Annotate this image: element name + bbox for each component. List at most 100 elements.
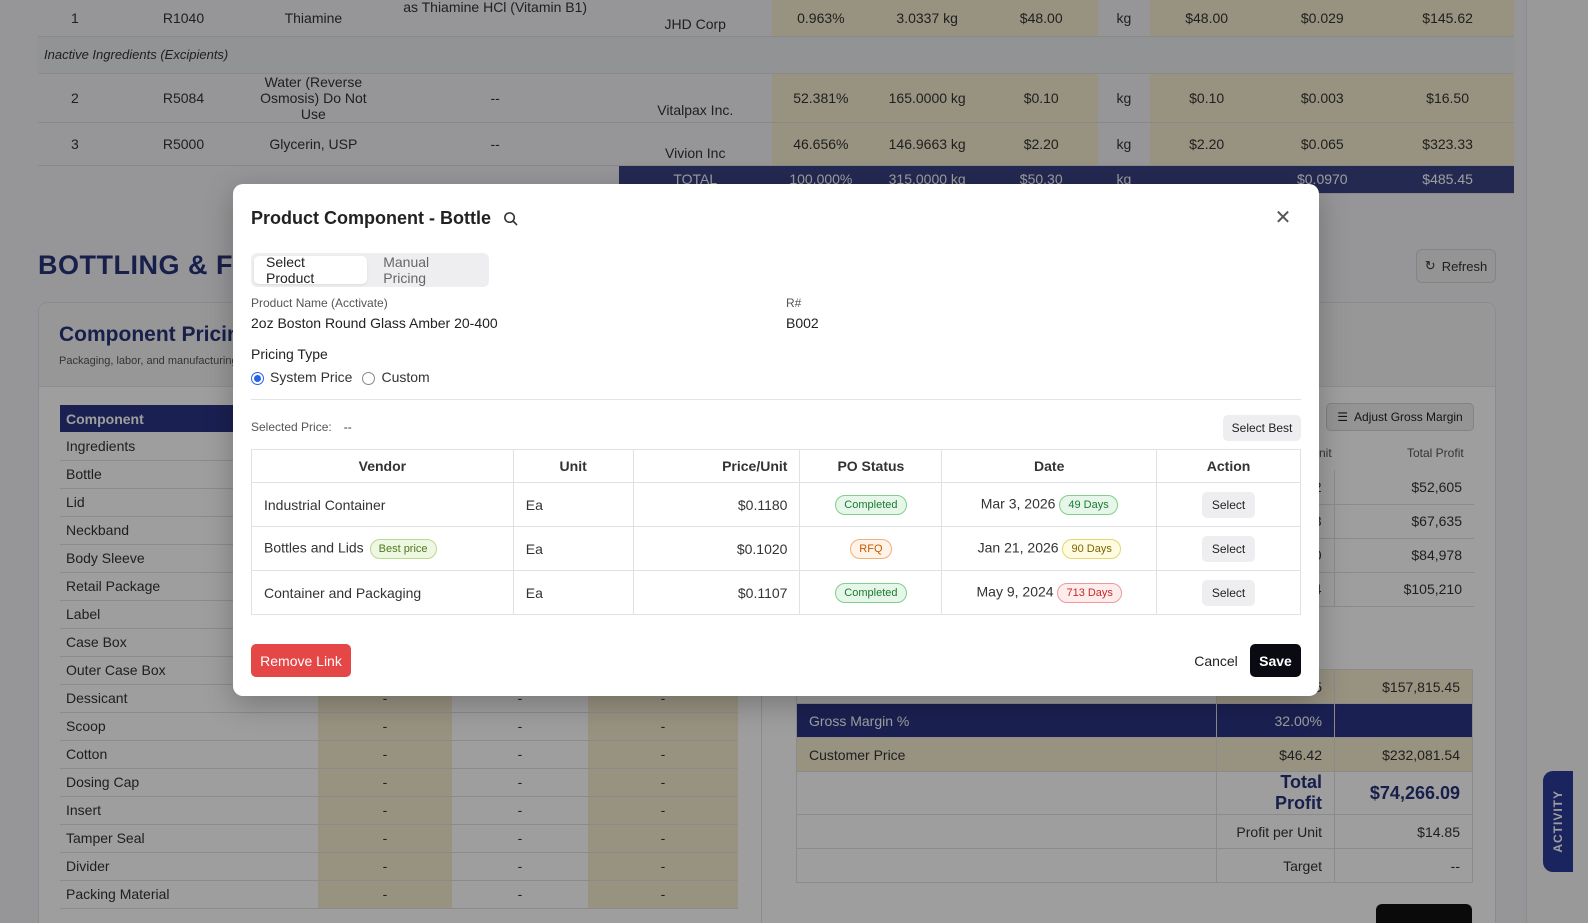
product-component-dialog: Product Component - Bottle ✕ Select Prod… xyxy=(233,184,1319,696)
cell-dash: - xyxy=(318,796,452,825)
remove-link-button[interactable]: Remove Link xyxy=(251,644,351,677)
cell-dash: - xyxy=(318,740,452,769)
cell-desc: -- xyxy=(371,122,619,166)
status-badge: RFQ xyxy=(850,538,892,559)
cell-pct: 46.656% xyxy=(771,122,870,166)
action-cell: Select xyxy=(1156,570,1301,615)
component-row[interactable]: Dosing Cap - - - xyxy=(60,768,738,797)
dialog-title-wrap: Product Component - Bottle xyxy=(251,208,518,229)
select-button[interactable]: Select xyxy=(1202,579,1256,606)
cell-dash: - xyxy=(452,712,588,741)
component-row[interactable]: Tamper Seal - - - xyxy=(60,824,738,853)
cell-unit-price: $2.20 xyxy=(1149,122,1264,166)
cancel-button[interactable]: Cancel xyxy=(1194,652,1238,669)
cell-profit: $84,978 xyxy=(1333,538,1474,573)
pricing-type-label: Pricing Type xyxy=(251,346,328,362)
tab-group: Select Product Manual Pricing xyxy=(251,253,489,287)
section-label: Inactive Ingredients (Excipients) xyxy=(38,36,1514,74)
component-row[interactable]: Scoop - - - xyxy=(60,712,738,741)
col-unit-header: nit xyxy=(1319,446,1332,460)
vendor-table-header: Vendor Unit Price/Unit PO Status Date Ac… xyxy=(251,449,1301,483)
price-cell: $0.1180 xyxy=(632,482,801,527)
adjust-gross-margin-button[interactable]: ☰ Adjust Gross Margin xyxy=(1326,403,1474,431)
cell-qty: 3.0337 kg xyxy=(869,0,985,37)
total-total: $485.45 xyxy=(1381,165,1514,194)
r-number-label: R# xyxy=(786,296,802,310)
activity-tab[interactable]: ACTIVITY xyxy=(1543,771,1573,872)
vendor-name: Bottles and Lids xyxy=(264,539,364,556)
selected-price: Selected Price: -- xyxy=(251,420,352,434)
tab-manual-pricing[interactable]: Manual Pricing xyxy=(383,254,430,286)
cell-vendor: JHD Corp xyxy=(618,0,772,37)
sliders-icon: ☰ xyxy=(1337,410,1349,424)
cell-pct: 52.381% xyxy=(771,73,870,123)
cell-unit: kg xyxy=(1097,122,1150,166)
select-button[interactable]: Select xyxy=(1202,491,1256,518)
cell-num: 1 xyxy=(38,0,112,37)
profit-per-unit-row: Profit per Unit $14.85 xyxy=(796,814,1473,849)
cell-dash: - xyxy=(452,768,588,797)
cell-num: 2 xyxy=(38,73,112,123)
target-row: Target -- xyxy=(796,848,1473,883)
cell-price: $2.20 xyxy=(984,122,1098,166)
age-badge: 49 Days xyxy=(1059,494,1118,515)
vendor-cell: Container and Packaging xyxy=(251,570,514,615)
col-total-profit-header: Total Profit xyxy=(1407,446,1464,460)
table-row: Container and Packaging Ea $0.1107 Compl… xyxy=(251,570,1301,615)
cell-unit-price: $48.00 xyxy=(1149,0,1264,37)
cell-name: Water (Reverse Osmosis) Do Not Use xyxy=(255,73,372,123)
select-button[interactable]: Select xyxy=(1202,535,1256,562)
cell-per: $0.003 xyxy=(1263,73,1382,123)
dialog-title: Product Component - Bottle xyxy=(251,208,491,228)
cell-dash: - xyxy=(318,768,452,797)
tab-select-product[interactable]: Select Product xyxy=(254,254,368,286)
radio-custom[interactable]: Custom xyxy=(362,369,430,385)
gross-margin-blank xyxy=(1334,703,1473,738)
select-best-button[interactable]: Select Best xyxy=(1223,415,1301,441)
scrollbar-track[interactable] xyxy=(1526,0,1588,923)
component-row[interactable]: Packing Material - - - xyxy=(60,880,738,909)
cell-unit: kg xyxy=(1097,73,1150,123)
component-label: Insert xyxy=(60,796,318,825)
refresh-label: Refresh xyxy=(1441,258,1488,274)
component-row[interactable]: Divider - - - xyxy=(60,852,738,881)
cell-profit: $67,635 xyxy=(1333,504,1474,539)
card-title: Component Pricing xyxy=(59,323,253,346)
cell-dash: - xyxy=(452,880,588,909)
section-row-inactive: Inactive Ingredients (Excipients) xyxy=(38,36,1514,74)
age-badge: 713 Days xyxy=(1057,582,1122,603)
vendor-name: Container and Packaging xyxy=(264,584,422,601)
cell-unit: kg xyxy=(1097,0,1150,37)
cell-pct: 0.963% xyxy=(771,0,870,37)
section-title: BOTTLING & FI xyxy=(38,250,241,280)
cell-code: R1040 xyxy=(111,0,256,37)
table-row: Industrial Container Ea $0.1180 Complete… xyxy=(251,482,1301,527)
close-icon[interactable]: ✕ xyxy=(1274,207,1292,229)
refresh-button[interactable]: ↻ Refresh xyxy=(1416,249,1496,283)
age-badge: 90 Days xyxy=(1062,538,1121,559)
cell-vendor: Vivion Inc xyxy=(618,122,772,166)
cell-per: $0.065 xyxy=(1263,122,1382,166)
table-row: 3 R5000 Glycerin, USP -- Vivion Inc 46.6… xyxy=(38,122,1514,166)
status-cell: RFQ xyxy=(799,526,943,571)
unit-cell: Ea xyxy=(512,570,634,615)
date-text: Mar 3, 2026 xyxy=(980,495,1056,512)
card-subtitle: Packaging, labor, and manufacturing xyxy=(59,355,238,367)
cell-dash: - xyxy=(588,796,738,825)
cell-dash: - xyxy=(588,768,738,797)
save-button[interactable]: Save xyxy=(1250,644,1301,677)
cell-name: Thiamine xyxy=(255,0,372,37)
date-cell: Jan 21, 2026 90 Days xyxy=(941,526,1158,571)
component-row[interactable]: Cotton - - - xyxy=(60,740,738,769)
col-action: Action xyxy=(1156,449,1301,483)
bottom-action-button[interactable] xyxy=(1376,904,1472,923)
action-cell: Select xyxy=(1156,482,1301,527)
component-row[interactable]: Insert - - - xyxy=(60,796,738,825)
customer-price-unit: $46.42 xyxy=(1216,737,1335,772)
date-text: May 9, 2024 xyxy=(976,583,1054,600)
radio-system-price[interactable]: System Price xyxy=(251,369,352,385)
gross-margin-value[interactable]: 32.00% xyxy=(1216,703,1335,738)
best-price-badge: Best price xyxy=(369,538,437,559)
cell-profit: $52,605 xyxy=(1333,470,1474,505)
search-icon[interactable] xyxy=(503,211,518,226)
